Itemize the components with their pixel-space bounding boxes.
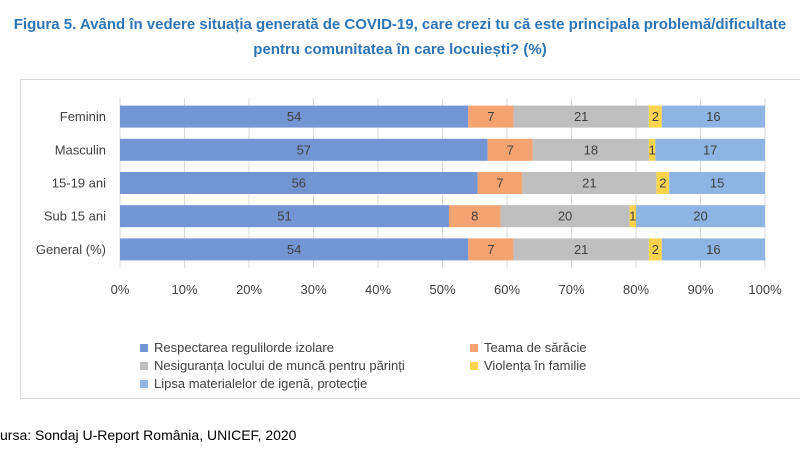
bar-segment	[655, 138, 765, 161]
bar-segment	[522, 172, 657, 194]
data-label: 2	[659, 176, 666, 191]
bar-segment	[120, 205, 449, 228]
legend-label: Violența în familie	[484, 358, 586, 373]
bar-segment	[500, 205, 630, 228]
data-label: 7	[496, 176, 503, 191]
data-label: 7	[487, 242, 494, 257]
legend-label: Nesiguranța locului de muncă pentru pări…	[154, 358, 405, 373]
data-label: 54	[287, 242, 301, 257]
bar-segment	[629, 205, 636, 228]
bar-segment	[513, 105, 649, 128]
chart-frame	[20, 79, 800, 399]
x-tick-label: 20%	[236, 282, 262, 297]
data-label: 2	[652, 109, 659, 124]
category-label: General (%)	[36, 242, 106, 257]
bar-segment	[468, 105, 514, 128]
x-tick-label: 80%	[623, 282, 649, 297]
x-tick-label: 70%	[558, 282, 584, 297]
data-label: 7	[487, 109, 494, 124]
bar-segment	[648, 105, 662, 128]
data-label: 21	[574, 242, 588, 257]
chart-title-line-1: Figura 5. Având în vedere situația gener…	[13, 16, 787, 33]
data-label: 20	[558, 209, 572, 224]
data-label: 17	[703, 142, 717, 157]
bar-segment	[120, 238, 469, 261]
legend-swatch	[470, 344, 478, 352]
legend-swatch	[140, 362, 148, 370]
data-label: 1	[649, 142, 656, 157]
chart-title: Figura 5. Având în vedere situația gener…	[0, 12, 800, 62]
bar-segment	[477, 172, 523, 194]
x-tick-label: 10%	[171, 282, 197, 297]
bar-segment	[661, 238, 765, 261]
x-tick-label: 100%	[748, 282, 782, 297]
bar-segment	[661, 105, 765, 128]
bar-segment	[669, 172, 765, 194]
bar-segment	[656, 172, 670, 194]
bar-segment	[120, 105, 469, 128]
category-label: Feminin	[60, 109, 106, 124]
data-label: 56	[292, 176, 306, 191]
x-tick-label: 50%	[429, 282, 455, 297]
data-label: 20	[693, 209, 707, 224]
data-label: 18	[584, 142, 598, 157]
legend-label: Lipsa materialelor de igenă, protecție	[154, 376, 367, 391]
bar-segment	[120, 138, 488, 161]
source-note: ursa: Sondaj U-Report România, UNICEF, 2…	[0, 427, 297, 443]
x-tick-label: 60%	[494, 282, 520, 297]
bar-segment	[513, 238, 649, 261]
data-label: 1	[629, 209, 636, 224]
data-label: 8	[471, 209, 478, 224]
bar-segment	[648, 238, 662, 261]
legend-swatch	[140, 344, 148, 352]
bar-segment	[648, 138, 656, 161]
bar-segment	[120, 172, 478, 194]
data-label: 57	[297, 142, 311, 157]
data-label: 21	[582, 176, 596, 191]
x-tick-label: 40%	[365, 282, 391, 297]
category-label: Sub 15 ani	[44, 209, 106, 224]
category-label: Masculin	[55, 142, 106, 157]
data-label: 16	[706, 109, 720, 124]
data-label: 15	[710, 176, 724, 191]
legend-label: Teama de sărăcie	[484, 340, 587, 355]
chart-title-line-2: pentru comunitatea în care locuiești? (%…	[253, 41, 547, 58]
bar-segment	[532, 138, 649, 161]
data-label: 54	[287, 109, 301, 124]
legend-swatch	[140, 380, 148, 388]
bar-segment	[448, 205, 501, 228]
legend-label: Respectarea regulilorde izolare	[154, 340, 334, 355]
x-tick-label: 0%	[111, 282, 130, 297]
data-label: 16	[706, 242, 720, 257]
bar-segment	[636, 205, 765, 228]
data-label: 21	[574, 109, 588, 124]
bar-segment	[468, 238, 514, 261]
bar-segment	[487, 138, 533, 161]
stacked-bar-chart: 0% 10% 20% 30% 40% 50% 60% 70% 80% 90% 100% Feminin…	[36, 98, 782, 391]
legend-swatch	[470, 362, 478, 370]
x-tick-label: 30%	[300, 282, 326, 297]
data-label: 2	[652, 242, 659, 257]
data-label: 7	[507, 142, 514, 157]
category-label: 15-19 ani	[52, 176, 106, 191]
x-tick-label: 90%	[687, 282, 713, 297]
data-label: 51	[277, 209, 291, 224]
